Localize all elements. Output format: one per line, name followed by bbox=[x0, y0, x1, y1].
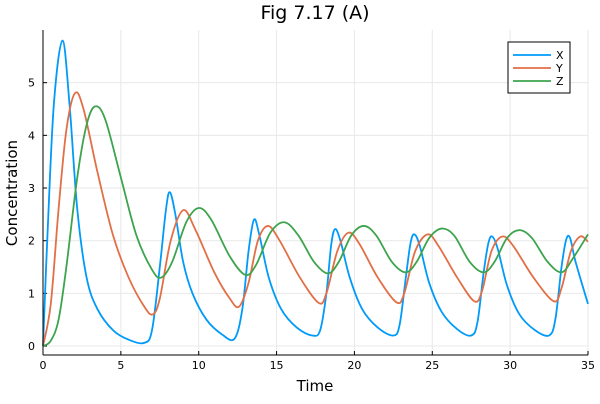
x-tick-label: 5 bbox=[117, 359, 124, 372]
series-line-y bbox=[42, 91, 589, 347]
x-axis-label: Time bbox=[296, 377, 334, 395]
axis-ticks: 0 5 10 15 20 25 30 35 0 1 2 3 4 5 bbox=[28, 77, 595, 372]
y-tick-label: 1 bbox=[28, 287, 35, 300]
y-axis-label: Concentration bbox=[3, 140, 21, 246]
x-tick-label: 20 bbox=[347, 359, 361, 372]
y-tick-label: 4 bbox=[28, 129, 35, 142]
x-tick-label: 15 bbox=[270, 359, 284, 372]
series-line-z bbox=[42, 105, 589, 347]
series-lines bbox=[42, 39, 589, 347]
x-tick-label: 10 bbox=[192, 359, 206, 372]
y-tick-label: 3 bbox=[28, 182, 35, 195]
chart-title: Fig 7.17 (A) bbox=[260, 2, 369, 24]
grid bbox=[42, 30, 589, 355]
x-tick-label: 35 bbox=[581, 359, 595, 372]
y-tick-label: 2 bbox=[28, 235, 35, 248]
legend-label-x: X bbox=[556, 49, 564, 62]
y-tick-label: 0 bbox=[28, 340, 35, 353]
x-tick-label: 0 bbox=[40, 359, 47, 372]
y-tick-label: 5 bbox=[28, 77, 35, 90]
x-tick-label: 25 bbox=[425, 359, 439, 372]
legend: XYZ bbox=[507, 41, 571, 94]
legend-label-y: Y bbox=[555, 62, 563, 75]
x-tick-label: 30 bbox=[503, 359, 517, 372]
legend-label-z: Z bbox=[556, 75, 564, 88]
